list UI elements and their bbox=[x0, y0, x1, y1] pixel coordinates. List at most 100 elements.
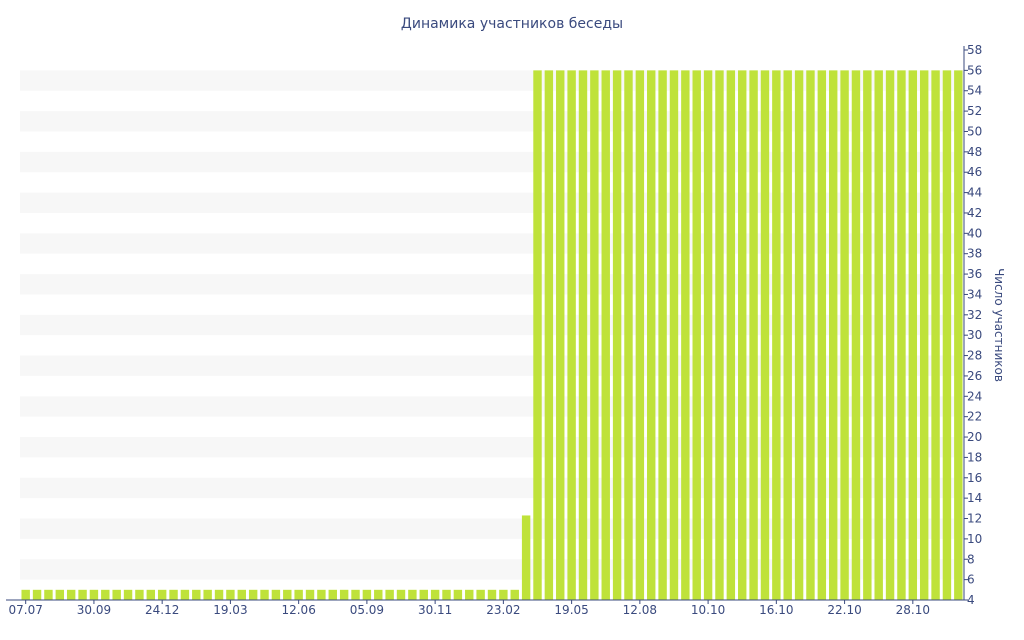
x-tick-label: 10.10 bbox=[691, 603, 725, 617]
bar bbox=[271, 589, 281, 600]
bar bbox=[715, 70, 724, 601]
y-tick-label: 26 bbox=[967, 369, 982, 383]
y-tick-label: 36 bbox=[967, 267, 982, 281]
bar bbox=[817, 70, 827, 601]
bar bbox=[624, 70, 633, 601]
x-tick-label: 19.05 bbox=[554, 603, 588, 617]
y-tick-label: 54 bbox=[967, 84, 982, 98]
bar bbox=[135, 589, 144, 600]
bar bbox=[396, 589, 406, 600]
bar bbox=[283, 589, 292, 600]
y-axis: 4681012141618202224262830323436384042444… bbox=[963, 43, 982, 607]
bar bbox=[772, 70, 781, 601]
bar bbox=[544, 70, 554, 601]
bar bbox=[419, 589, 428, 600]
bar bbox=[749, 70, 758, 601]
bar bbox=[408, 589, 417, 600]
bar bbox=[692, 70, 701, 601]
bar bbox=[829, 70, 838, 601]
bar bbox=[465, 589, 474, 600]
bar bbox=[521, 515, 531, 600]
bar bbox=[146, 589, 156, 600]
bar bbox=[669, 70, 679, 601]
y-tick-label: 56 bbox=[967, 63, 982, 77]
x-tick-label: 24.12 bbox=[145, 603, 179, 617]
bar bbox=[362, 589, 372, 600]
y-tick-label: 44 bbox=[967, 186, 982, 200]
bar bbox=[453, 589, 463, 600]
x-tick-label: 23.02 bbox=[486, 603, 520, 617]
bar bbox=[157, 589, 167, 600]
bar bbox=[192, 589, 201, 600]
bar bbox=[954, 70, 963, 601]
y-tick-label: 50 bbox=[967, 124, 982, 138]
y-tick-label: 58 bbox=[967, 43, 982, 57]
y-tick-label: 46 bbox=[967, 165, 982, 179]
y-tick-label: 6 bbox=[967, 573, 975, 587]
bar bbox=[351, 589, 360, 600]
x-tick-label: 22.10 bbox=[827, 603, 861, 617]
bar bbox=[226, 589, 235, 600]
y-tick-label: 8 bbox=[967, 552, 975, 566]
bar bbox=[840, 70, 849, 601]
bar bbox=[123, 589, 133, 600]
x-tick-label: 12.06 bbox=[281, 603, 315, 617]
bar bbox=[885, 70, 895, 601]
y-tick-label: 38 bbox=[967, 247, 982, 261]
y-tick-label: 22 bbox=[967, 410, 982, 424]
bar bbox=[112, 589, 121, 600]
bar bbox=[442, 589, 451, 600]
bar bbox=[556, 70, 565, 601]
bar bbox=[21, 589, 30, 600]
bar bbox=[78, 589, 87, 600]
bar bbox=[681, 70, 690, 601]
bar bbox=[601, 70, 610, 601]
y-tick-label: 30 bbox=[967, 328, 982, 342]
x-tick-label: 19.03 bbox=[213, 603, 247, 617]
y-tick-label: 52 bbox=[967, 104, 982, 118]
bar bbox=[510, 589, 519, 600]
bar bbox=[44, 589, 53, 600]
bar bbox=[248, 589, 258, 600]
bar bbox=[806, 70, 815, 601]
x-tick-label: 30.11 bbox=[418, 603, 452, 617]
bar bbox=[794, 70, 804, 601]
bar bbox=[703, 70, 713, 601]
bar bbox=[863, 70, 872, 601]
y-tick-label: 4 bbox=[967, 593, 975, 607]
bar bbox=[647, 70, 656, 601]
y-tick-label: 40 bbox=[967, 226, 982, 240]
x-axis: 07.07 30.09 24.12 19.03 12.06 05.09 30.11 23.02… bbox=[6, 599, 964, 617]
bar bbox=[203, 589, 212, 600]
bar bbox=[260, 589, 269, 600]
bar bbox=[533, 70, 542, 601]
bar bbox=[897, 70, 906, 601]
bar bbox=[942, 70, 952, 601]
x-tick-label: 05.09 bbox=[350, 603, 384, 617]
y-tick-label: 48 bbox=[967, 145, 982, 159]
bar bbox=[305, 589, 315, 600]
bar bbox=[635, 70, 645, 601]
bar bbox=[214, 589, 224, 600]
y-tick-label: 34 bbox=[967, 287, 982, 301]
bar bbox=[726, 70, 736, 601]
bar bbox=[374, 589, 383, 600]
bar bbox=[931, 70, 940, 601]
chart-title: Динамика участников беседы bbox=[401, 16, 623, 32]
bar bbox=[101, 589, 110, 600]
y-tick-label: 10 bbox=[967, 532, 982, 546]
bar bbox=[760, 70, 770, 601]
x-tick-label: 28.10 bbox=[896, 603, 930, 617]
bar bbox=[738, 70, 747, 601]
y-tick-label: 12 bbox=[967, 512, 982, 526]
bar bbox=[317, 589, 326, 600]
x-tick-label: 07.07 bbox=[9, 603, 43, 617]
y-tick-label: 24 bbox=[967, 389, 982, 403]
bar bbox=[89, 589, 99, 600]
y-tick-label: 18 bbox=[967, 450, 982, 464]
bar bbox=[919, 70, 929, 601]
bar bbox=[328, 589, 337, 600]
y-tick-label: 28 bbox=[967, 349, 982, 363]
bar bbox=[32, 589, 42, 600]
